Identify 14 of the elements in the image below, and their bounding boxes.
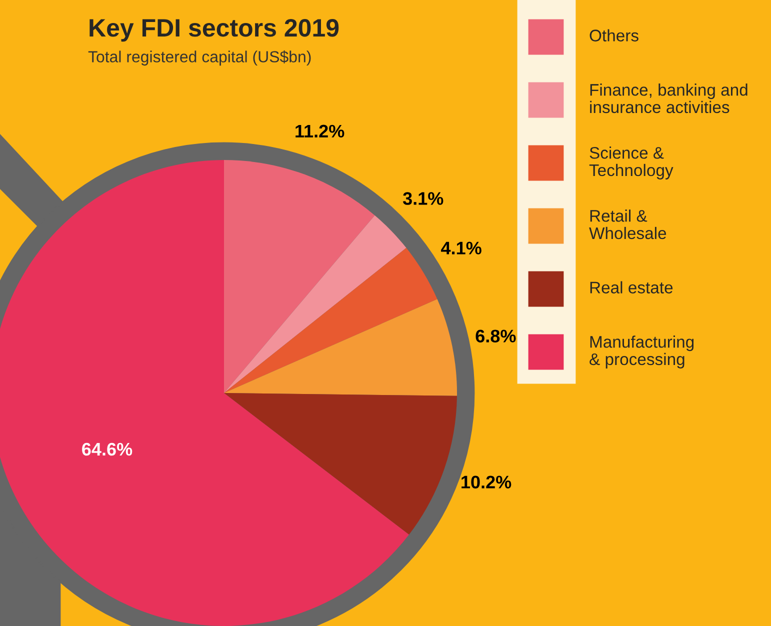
text: Total registered capital (US$bn) [88,50,311,66]
legend-label: Others [590,29,638,42]
data-label: 4.1% [441,242,482,254]
data-label: 64.6% [82,442,132,456]
legend-label: Science & Technology [589,146,674,180]
chart-title: Key FDI sectors 2019 [90,19,339,42]
data-label: 11.2% [296,124,344,138]
data-label: 10.2% [462,476,512,488]
legend-label: Finance, banking and insurance activities [590,84,748,114]
data-label: 6.8% [476,330,516,342]
legend-label: Manufacturing & processing [590,336,694,368]
data-label: 3.1% [402,192,444,205]
legend-label: Retail & Wholesale [589,210,666,240]
legend-label: Real estate [590,281,673,294]
